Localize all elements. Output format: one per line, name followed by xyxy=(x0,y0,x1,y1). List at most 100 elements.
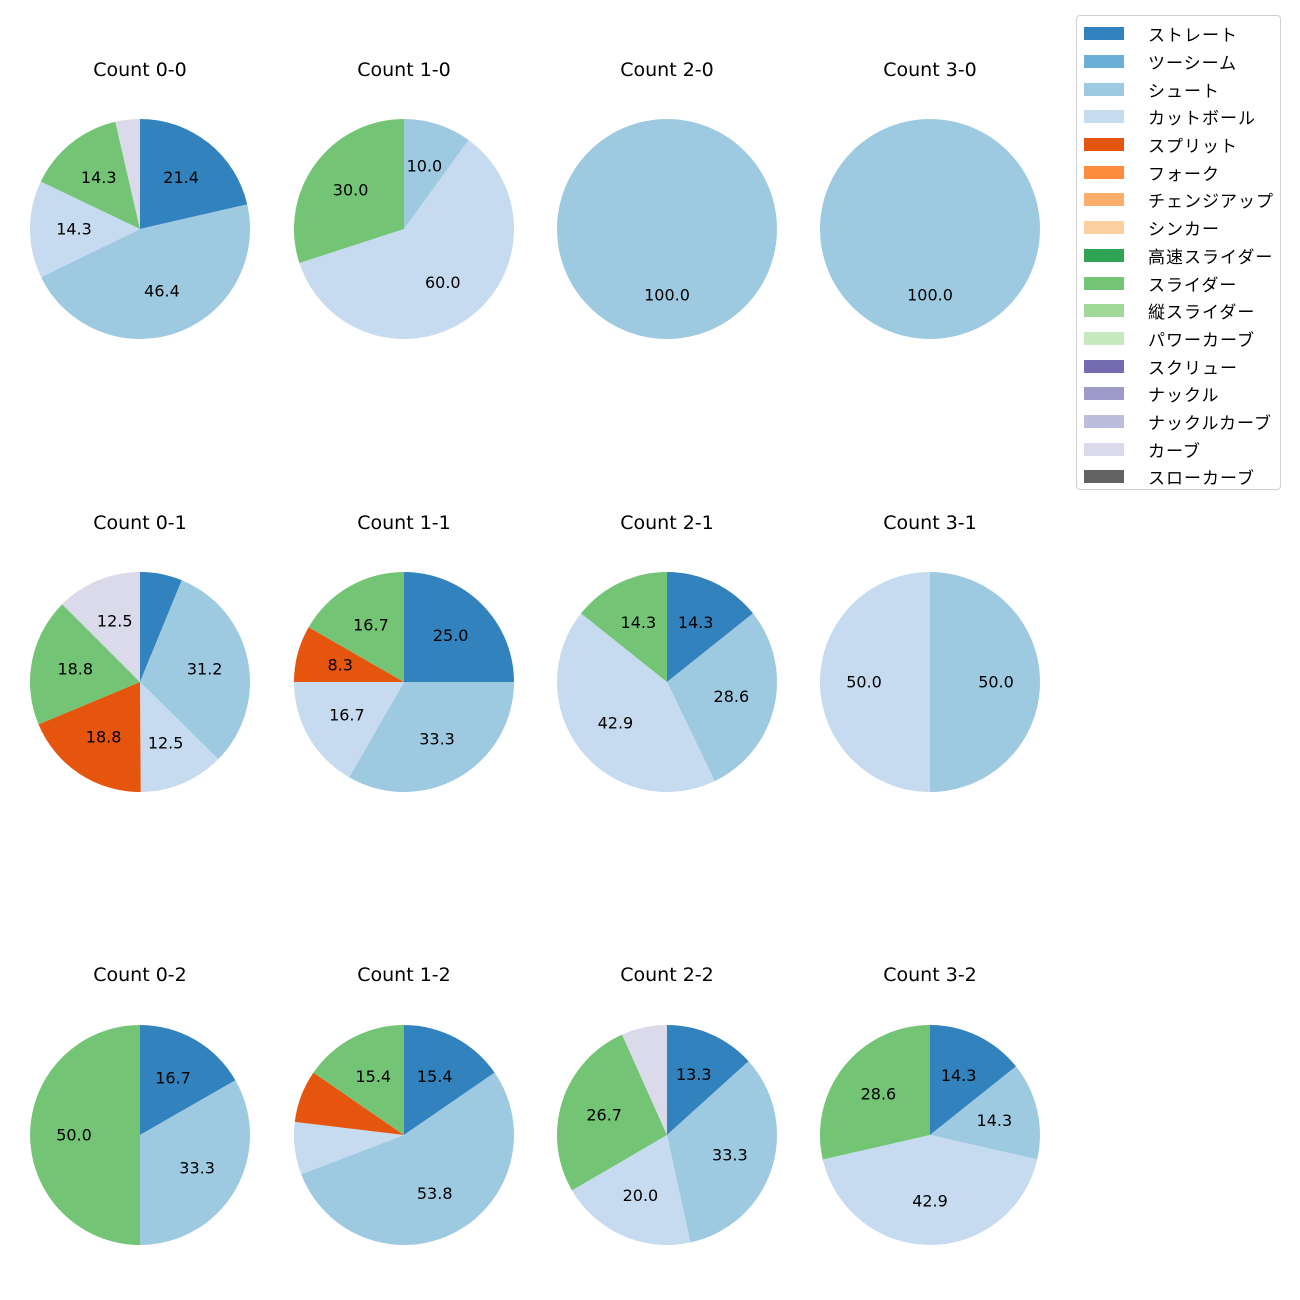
pie-slice-label: 20.0 xyxy=(623,1186,659,1205)
pie-chart: Count 3-1 50.0 50.0 xyxy=(820,512,1040,792)
pie-slice xyxy=(404,1025,495,1135)
legend-swatch xyxy=(1084,82,1124,96)
pie-chart: Count 2-2 13.3 33.3 20.0 26.7 xyxy=(556,964,778,1246)
legend-swatch xyxy=(1084,442,1124,456)
pie-chart: Count 3-2 14.3 14.3 42.9 28.6 xyxy=(820,964,1040,1245)
pie-slice xyxy=(404,572,514,682)
pie-slice xyxy=(115,119,140,229)
pie-slice-label: 12.5 xyxy=(148,733,184,752)
pie-slice-label: 15.4 xyxy=(355,1067,391,1086)
pie-title: Count 2-2 xyxy=(620,964,714,986)
pie-slice-label: 8.3 xyxy=(328,655,353,674)
legend-label: チェンジアップ xyxy=(1148,192,1274,213)
legend-label: カーブ xyxy=(1148,441,1201,462)
pie-slice xyxy=(140,572,182,682)
pie-slice xyxy=(667,613,777,782)
pie-slice-label: 42.9 xyxy=(598,714,634,733)
pie-slice xyxy=(667,1025,749,1135)
pie-slice xyxy=(349,682,514,793)
pie-slice-label: 42.9 xyxy=(912,1192,948,1211)
pie-slice-label: 33.3 xyxy=(179,1159,215,1178)
legend-swatch xyxy=(1084,110,1124,124)
pie-slice xyxy=(930,1066,1040,1160)
pie-title: Count 0-0 xyxy=(93,59,187,81)
legend-label: シュート xyxy=(1148,81,1220,102)
pie-title: Count 2-0 xyxy=(620,59,714,81)
legend-item: ナックルカーブ xyxy=(1084,408,1280,436)
pie-slice-label: 33.3 xyxy=(712,1146,748,1165)
legend-item: シンカー xyxy=(1084,214,1280,242)
pie-slice-label: 53.8 xyxy=(417,1184,453,1203)
legend-label: シンカー xyxy=(1148,220,1220,241)
legend-label: スクリュー xyxy=(1148,358,1238,379)
legend-label: カットボール xyxy=(1148,109,1256,130)
legend-swatch xyxy=(1084,165,1124,179)
legend-item: ナックル xyxy=(1084,380,1280,408)
pie-slice xyxy=(294,627,404,682)
legend-swatch xyxy=(1084,414,1124,428)
pie-title: Count 3-2 xyxy=(883,964,977,986)
legend-swatch xyxy=(1084,27,1124,41)
pie-slice xyxy=(293,118,404,263)
pie-slice xyxy=(62,572,140,682)
pie-slice-label: 25.0 xyxy=(433,626,469,645)
pie-slice xyxy=(30,604,140,725)
pie-slice-label: 60.0 xyxy=(425,273,461,292)
pie-chart: Count 1-2 15.4 53.8 15.4 xyxy=(293,964,514,1245)
pie-slice-label: 18.8 xyxy=(57,660,93,679)
legend-item: カットボール xyxy=(1084,103,1280,131)
pie-slice-label: 21.4 xyxy=(163,168,199,187)
pie-slice-label: 100.0 xyxy=(644,286,690,305)
pie-slice xyxy=(822,1135,1038,1245)
pie-slice xyxy=(30,181,140,278)
pie-chart: Count 0-0 21.4 46.4 14.3 14.3 xyxy=(30,59,250,339)
legend-label: ナックル xyxy=(1148,386,1220,407)
legend-swatch xyxy=(1084,276,1124,290)
legend-swatch xyxy=(1084,138,1124,152)
legend-item: シュート xyxy=(1084,75,1280,103)
pie-slice xyxy=(667,1061,778,1243)
pie-chart: Count 0-2 16.7 33.3 50.0 xyxy=(30,964,251,1245)
pie-slice-label: 15.4 xyxy=(417,1067,453,1086)
pie-chart: Count 0-1 31.2 12.5 18.8 18.8 12.5 xyxy=(30,512,251,793)
pie-slice-label: 28.6 xyxy=(714,687,750,706)
legend-swatch xyxy=(1084,248,1124,262)
legend-swatch xyxy=(1084,193,1124,207)
legend-label: ストレート xyxy=(1148,26,1238,47)
legend-item: ストレート xyxy=(1084,20,1280,48)
pie-slice-label: 46.4 xyxy=(144,282,180,301)
pie-slice-label: 16.7 xyxy=(329,706,365,725)
pie-chart: Count 3-0 100.0 xyxy=(820,59,1040,339)
pie-chart: Count 2-0 100.0 xyxy=(557,59,777,339)
legend-swatch xyxy=(1084,304,1124,318)
pie-slice xyxy=(40,121,140,229)
pie-slice-label: 14.3 xyxy=(621,613,657,632)
pie-title: Count 3-0 xyxy=(883,59,977,81)
pie-title: Count 0-2 xyxy=(93,964,187,986)
legend-item: スローカーブ xyxy=(1084,463,1280,491)
pie-slice-label: 50.0 xyxy=(846,673,882,692)
pie-slice xyxy=(556,1034,667,1191)
pie-slice xyxy=(308,572,404,682)
legend-label: フォーク xyxy=(1148,164,1220,185)
pie-slice xyxy=(41,204,250,339)
pie-slice xyxy=(140,119,248,229)
pie-slice xyxy=(294,1072,404,1135)
pie-chart: Count 2-1 14.3 28.6 42.9 14.3 xyxy=(557,512,777,793)
legend-label: スライダー xyxy=(1148,275,1238,296)
legend-swatch xyxy=(1084,359,1124,373)
pie-slice-label: 16.7 xyxy=(353,615,389,634)
pie-slice xyxy=(30,1025,140,1245)
legend-swatch xyxy=(1084,470,1124,484)
legend-item: スクリュー xyxy=(1084,352,1280,380)
pie-slice-label: 14.3 xyxy=(81,168,117,187)
pie-slice xyxy=(557,613,715,793)
pie-slice xyxy=(820,1025,930,1160)
legend-label: 縦スライダー xyxy=(1148,303,1256,324)
legend-item: カーブ xyxy=(1084,435,1280,463)
pie-slice xyxy=(140,1025,236,1135)
pie-slice-label: 28.6 xyxy=(861,1084,897,1103)
pie-slice xyxy=(313,1025,404,1135)
legend-item: スプリット xyxy=(1084,131,1280,159)
legend-label: ナックルカーブ xyxy=(1148,413,1272,434)
